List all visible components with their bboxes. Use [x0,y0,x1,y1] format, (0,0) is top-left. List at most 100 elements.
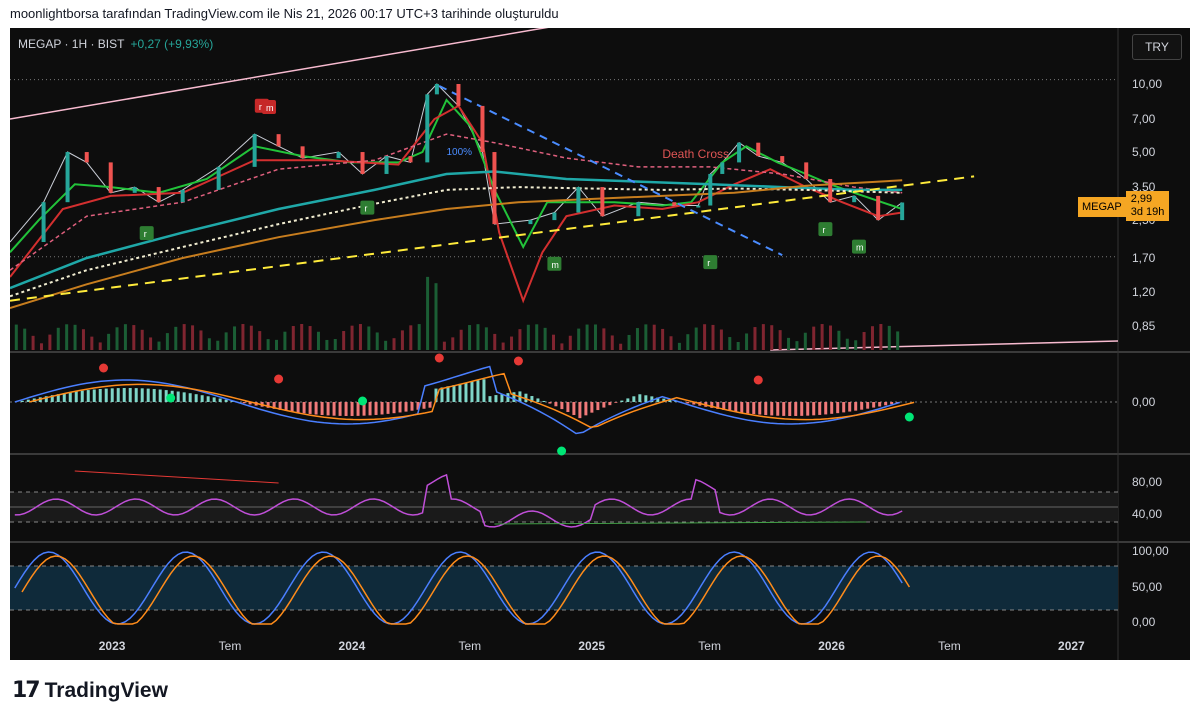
candle [737,142,742,163]
macd-histogram-bar [692,402,696,405]
candle [108,162,113,193]
macd-histogram-bar [218,398,222,402]
macd-histogram-bar [476,380,480,402]
price-axis-label: 5,00 [1132,145,1156,159]
macd-histogram-bar [224,399,228,402]
tradingview-logo[interactable]: 𝟭𝟳 TradingView [12,678,168,703]
macd-histogram-bar [164,390,168,402]
candle [828,178,833,203]
volume-bar [132,325,136,350]
macd-histogram-bar [302,402,306,414]
macd-histogram-bar [728,402,732,411]
macd-histogram-bar [194,394,198,402]
volume-bar [686,334,690,350]
volume-bar [526,324,530,350]
volume-bar [191,325,195,350]
macd-histogram-bar [806,402,810,416]
macd-histogram-bar [26,399,30,402]
volume-bar [728,337,732,350]
signal-marker-label: m [551,260,559,270]
volume-bar [577,328,581,350]
volume-bar [98,342,102,350]
price-series-ma-orange [10,179,903,310]
macd-histogram-bar [740,402,744,413]
volume-bar [501,342,505,350]
volume-bar [560,343,564,350]
macd-histogram-bar [398,402,402,413]
volume-bar [484,327,488,350]
volume-bar [468,325,472,350]
macd-histogram-bar [428,402,432,408]
volume-bar [409,325,413,350]
macd-histogram-bar [92,389,96,402]
macd-histogram-bar [878,402,882,407]
macd-histogram-bar [248,402,252,405]
volume-bar [585,324,589,350]
macd-histogram-bar [686,402,690,404]
macd-histogram-bar [212,397,216,402]
volume-bar [854,340,858,350]
macd-histogram-bar [452,385,456,402]
macd-histogram-bar [278,402,282,410]
macd-histogram-bar [266,402,270,408]
candle [180,189,185,203]
macd-histogram-bar [572,402,576,416]
volume-bar [426,276,430,350]
macd-histogram-bar [146,388,150,402]
candle [156,187,161,203]
volume-bar [384,340,388,350]
macd-histogram-bar [536,398,540,402]
candle [65,152,70,203]
macd-histogram-bar [842,402,846,413]
volume-bar [207,338,211,350]
currency-button[interactable]: TRY [1132,34,1182,60]
macd-cross-dot [166,393,176,403]
candle [576,187,581,213]
volume-bar [442,341,446,350]
macd-histogram-bar [140,388,144,402]
macd-histogram-bar [512,392,516,402]
price-tag-box: 2,99 3d 19h [1125,191,1170,221]
volume-bar [845,338,849,350]
symbol-legend: MEGAP · 1H · BIST +0,27 (+9,93%) [18,37,213,51]
chart-credit-header: moonlightborsa tarafından TradingView.co… [10,6,559,21]
stoch-axis-label: 0,00 [1132,615,1156,629]
volume-bar [275,339,279,350]
macd-histogram-bar [494,395,498,402]
macd-histogram-bar [332,402,336,416]
volume-bar [870,326,874,350]
volume-bar [644,324,648,350]
macd-histogram-bar [620,400,624,402]
macd-histogram-bar [524,393,528,402]
rsi-axis-label: 80,00 [1132,475,1162,489]
macd-histogram-bar [392,402,396,414]
candle [756,142,761,157]
macd-histogram-bar [470,381,474,402]
macd-histogram-bar [752,402,756,415]
macd-histogram-bar [860,402,864,410]
volume-bar [333,339,337,350]
macd-histogram-bar [128,388,132,402]
macd-cross-dot [557,446,567,456]
volume-bar [476,324,480,350]
volume-bar [266,339,270,350]
signal-marker-label: m [856,243,864,253]
volume-bar [812,326,816,350]
candle [434,84,439,95]
macd-histogram-bar [500,394,504,402]
candle [528,220,533,225]
x-axis-label: Tem [938,639,961,653]
signal-marker-sell [262,99,277,114]
candle [408,156,413,163]
signal-marker-label: r [822,225,825,235]
macd-histogram-bar [566,402,570,413]
price-series-ma-white-dashed [10,186,903,298]
macd-histogram-bar [242,402,246,404]
volume-bar [493,333,497,350]
macd-histogram-bar [650,396,654,402]
macd-histogram-bar [788,402,792,416]
macd-histogram-bar [596,402,600,411]
macd-histogram-bar [62,393,66,402]
